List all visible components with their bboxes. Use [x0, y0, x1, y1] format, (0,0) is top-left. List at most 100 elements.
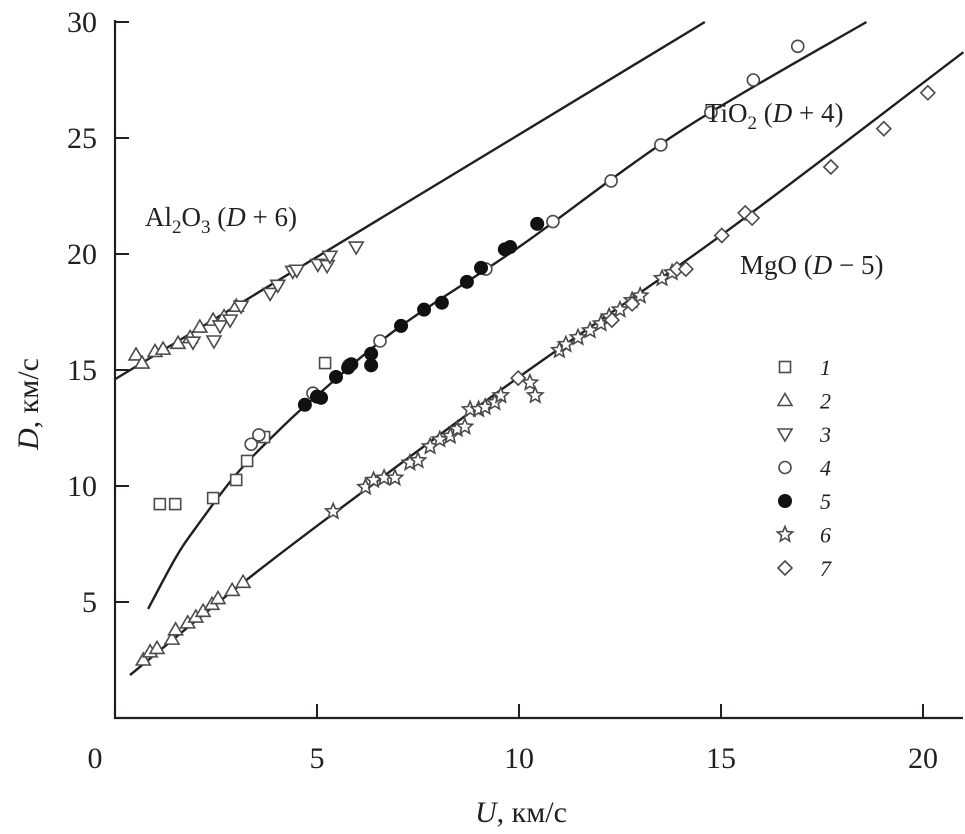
data-point-series-7 [743, 209, 761, 227]
legend-label-6: 6 [820, 523, 831, 548]
series-7 [510, 84, 936, 387]
data-point-series-4 [244, 437, 258, 452]
legend-marker-5 [778, 494, 792, 508]
series-5 [297, 216, 545, 412]
data-point-series-2 [127, 346, 145, 361]
annotation-al2o3: Al2O3 (D + 6) [145, 202, 297, 238]
data-point-series-2 [148, 639, 166, 655]
data-point-series-3 [321, 250, 339, 265]
data-point-series-4 [604, 174, 618, 188]
data-point-series-3 [184, 336, 202, 351]
series-1 [153, 356, 332, 511]
data-point-series-4 [790, 39, 805, 54]
data-point-series-7 [919, 84, 936, 101]
data-points [127, 39, 936, 666]
data-point-series-5 [364, 358, 379, 373]
data-point-series-5 [474, 260, 489, 275]
data-point-series-1 [153, 497, 167, 511]
data-point-series-7 [713, 227, 730, 244]
data-point-series-4 [654, 138, 668, 152]
data-point-series-5 [417, 302, 432, 317]
data-point-series-6 [455, 416, 475, 436]
annotation-tio2: TiO2 (D + 4) [705, 98, 844, 134]
data-point-series-5 [459, 274, 474, 289]
data-point-series-2 [209, 589, 227, 605]
legend-label-7: 7 [820, 556, 832, 581]
legend-marker-6 [775, 524, 795, 543]
data-point-series-7 [603, 311, 621, 329]
y-tick-label: 15 [67, 354, 97, 387]
data-point-series-1 [240, 454, 254, 468]
data-point-series-5 [344, 357, 359, 372]
data-point-series-4 [746, 73, 761, 87]
data-point-series-2 [191, 318, 209, 333]
data-point-series-3 [261, 287, 279, 303]
data-point-series-2 [169, 334, 187, 350]
legend-label-3: 3 [819, 422, 831, 447]
legend-marker-2 [776, 391, 794, 407]
x-tick-label: 5 [310, 742, 325, 775]
data-point-series-7 [623, 295, 641, 313]
data-point-series-2 [194, 602, 212, 618]
legend-label-2: 2 [820, 389, 831, 414]
legend-marker-1 [778, 360, 792, 374]
data-point-series-7 [677, 260, 694, 278]
data-point-series-5 [314, 390, 329, 405]
data-point-series-2 [154, 340, 172, 355]
data-point-series-4 [252, 428, 266, 442]
data-point-series-1 [206, 491, 220, 505]
data-point-series-1 [318, 356, 332, 370]
legend-label-1: 1 [820, 355, 831, 380]
data-point-series-3 [347, 241, 365, 256]
y-axis-label: D, км/с [12, 358, 45, 451]
y-tick-label: 25 [67, 122, 97, 155]
y-tick-label: 5 [82, 586, 97, 619]
y-tick-label: 20 [67, 238, 97, 271]
data-point-series-7 [875, 120, 892, 137]
data-point-series-7 [510, 369, 527, 387]
data-point-series-5 [503, 240, 518, 255]
data-point-series-6 [323, 501, 343, 520]
data-point-series-2 [167, 621, 184, 636]
legend-marker-7 [776, 559, 794, 577]
data-point-series-5 [434, 295, 449, 310]
data-point-series-6 [525, 385, 545, 404]
data-point-series-3 [232, 300, 250, 315]
data-point-series-4 [373, 334, 387, 348]
data-point-series-4 [704, 105, 718, 120]
x-tick-label: 20 [908, 742, 938, 775]
data-point-series-5 [394, 318, 409, 333]
x-tick-label: 0 [88, 742, 103, 775]
data-point-series-3 [221, 314, 239, 329]
data-point-series-1 [168, 497, 182, 511]
x-axis-label: U, км/с [475, 796, 567, 829]
data-point-series-6 [568, 327, 588, 346]
series-3 [184, 241, 365, 351]
data-point-series-4 [546, 214, 560, 229]
data-point-series-2 [223, 581, 241, 597]
legend: 1 2 3 4 5 6 7 [775, 355, 832, 581]
legend-marker-4 [778, 460, 792, 475]
annotation-mgo: MgO (D − 5) [740, 250, 883, 280]
legend-label-5: 5 [820, 489, 831, 514]
data-point-series-3 [269, 279, 287, 294]
x-tick-label: 10 [504, 742, 534, 775]
data-point-series-1 [229, 473, 243, 487]
x-tick-label: 15 [706, 742, 736, 775]
legend-label-4: 4 [820, 456, 831, 481]
data-point-series-2 [133, 354, 151, 369]
data-point-series-5 [364, 346, 379, 361]
data-point-series-6 [580, 320, 600, 339]
data-point-series-6 [408, 450, 428, 469]
data-point-series-5 [530, 216, 545, 231]
data-point-series-5 [328, 369, 343, 384]
data-point-series-3 [205, 335, 223, 350]
data-point-series-6 [630, 285, 650, 304]
data-point-series-3 [288, 264, 306, 279]
y-tick-label: 10 [67, 470, 97, 503]
data-point-series-3 [318, 259, 336, 275]
y-tick-label: 30 [67, 6, 97, 39]
data-point-series-6 [556, 334, 576, 353]
